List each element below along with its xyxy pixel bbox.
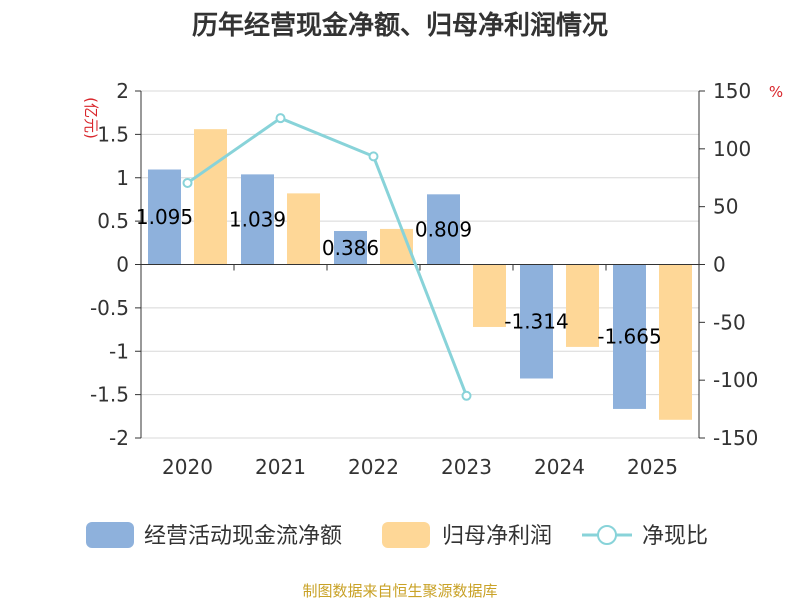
right-tick-label: 50	[713, 195, 738, 219]
left-tick-label: -1.5	[90, 383, 129, 407]
x-tick-label: 2022	[348, 455, 399, 479]
cashflow-data-label: 0.386	[322, 236, 379, 260]
bars	[148, 129, 692, 420]
legend-swatch-cashflow	[86, 522, 134, 548]
cashflow-bar	[427, 194, 460, 265]
ratio-line	[182, 113, 472, 401]
x-tick-label: 2020	[162, 455, 213, 479]
source-note: 制图数据来自恒生聚源数据库	[302, 582, 497, 600]
left-tick-label: 0.5	[97, 209, 129, 233]
data-labels: 1.095 1.039 0.386 0.809 -1.314 -1.665	[136, 205, 662, 349]
right-tick-label: -100	[713, 368, 758, 392]
netprofit-bar	[659, 264, 692, 420]
x-tick-label: 2024	[534, 455, 585, 479]
right-tick-label: -150	[713, 426, 758, 450]
right-axis-unit: %	[769, 83, 783, 101]
axes: 2 1.5 1 0.5 0 -0.5 -1 -1.5 -2 150 100 50 0 -50 -100 -15…	[82, 79, 783, 479]
left-tick-label: 2	[116, 79, 129, 103]
netprofit-bar	[287, 193, 320, 265]
netprofit-bar	[194, 129, 227, 265]
ratio-line-path	[186, 116, 468, 397]
x-tick-label: 2025	[627, 455, 678, 479]
x-tick-label: 2021	[255, 455, 306, 479]
legend: 经营活动现金流净额 归母净利润 净现比	[86, 522, 708, 549]
legend-swatch-netprofit	[382, 522, 430, 548]
left-tick-label: -0.5	[90, 296, 129, 320]
right-tick-label: 0	[713, 253, 726, 277]
left-tick-label: 0	[116, 253, 129, 277]
cashflow-data-label: 0.809	[415, 217, 472, 241]
cashflow-bar	[241, 174, 274, 265]
legend-marker-ratio	[597, 525, 617, 545]
legend-label-ratio: 净现比	[642, 524, 708, 549]
ratio-point	[275, 113, 286, 124]
right-tick-label: 150	[713, 79, 751, 103]
cashflow-data-label: -1.665	[597, 325, 661, 349]
cashflow-data-label: 1.095	[136, 205, 193, 229]
x-tick-label: 2023	[441, 455, 492, 479]
left-tick-label: 1	[116, 166, 129, 190]
right-tick-label: -50	[713, 310, 746, 334]
legend-label-cashflow: 经营活动现金流净额	[144, 524, 342, 549]
cashflow-data-label: 1.039	[229, 207, 286, 231]
netprofit-bar	[473, 264, 506, 327]
ratio-point	[182, 177, 193, 188]
chart-title: 历年经营现金净额、归母净利润情况	[192, 10, 608, 41]
legend-label-netprofit: 归母净利润	[442, 524, 552, 549]
right-tick-label: 100	[713, 137, 751, 161]
cashflow-data-label: -1.314	[504, 309, 568, 333]
left-tick-label: 1.5	[97, 122, 129, 146]
ratio-point	[461, 390, 472, 401]
netprofit-bar	[566, 264, 599, 347]
cashflow-bar	[520, 264, 553, 379]
cashflow-bar	[334, 231, 367, 265]
ratio-point	[368, 151, 379, 162]
cashflow-bar	[613, 264, 646, 409]
left-tick-label: -2	[109, 426, 129, 450]
left-tick-label: -1	[109, 339, 129, 363]
cashflow-bar	[148, 169, 181, 265]
left-axis-unit: (亿元)	[82, 97, 100, 139]
